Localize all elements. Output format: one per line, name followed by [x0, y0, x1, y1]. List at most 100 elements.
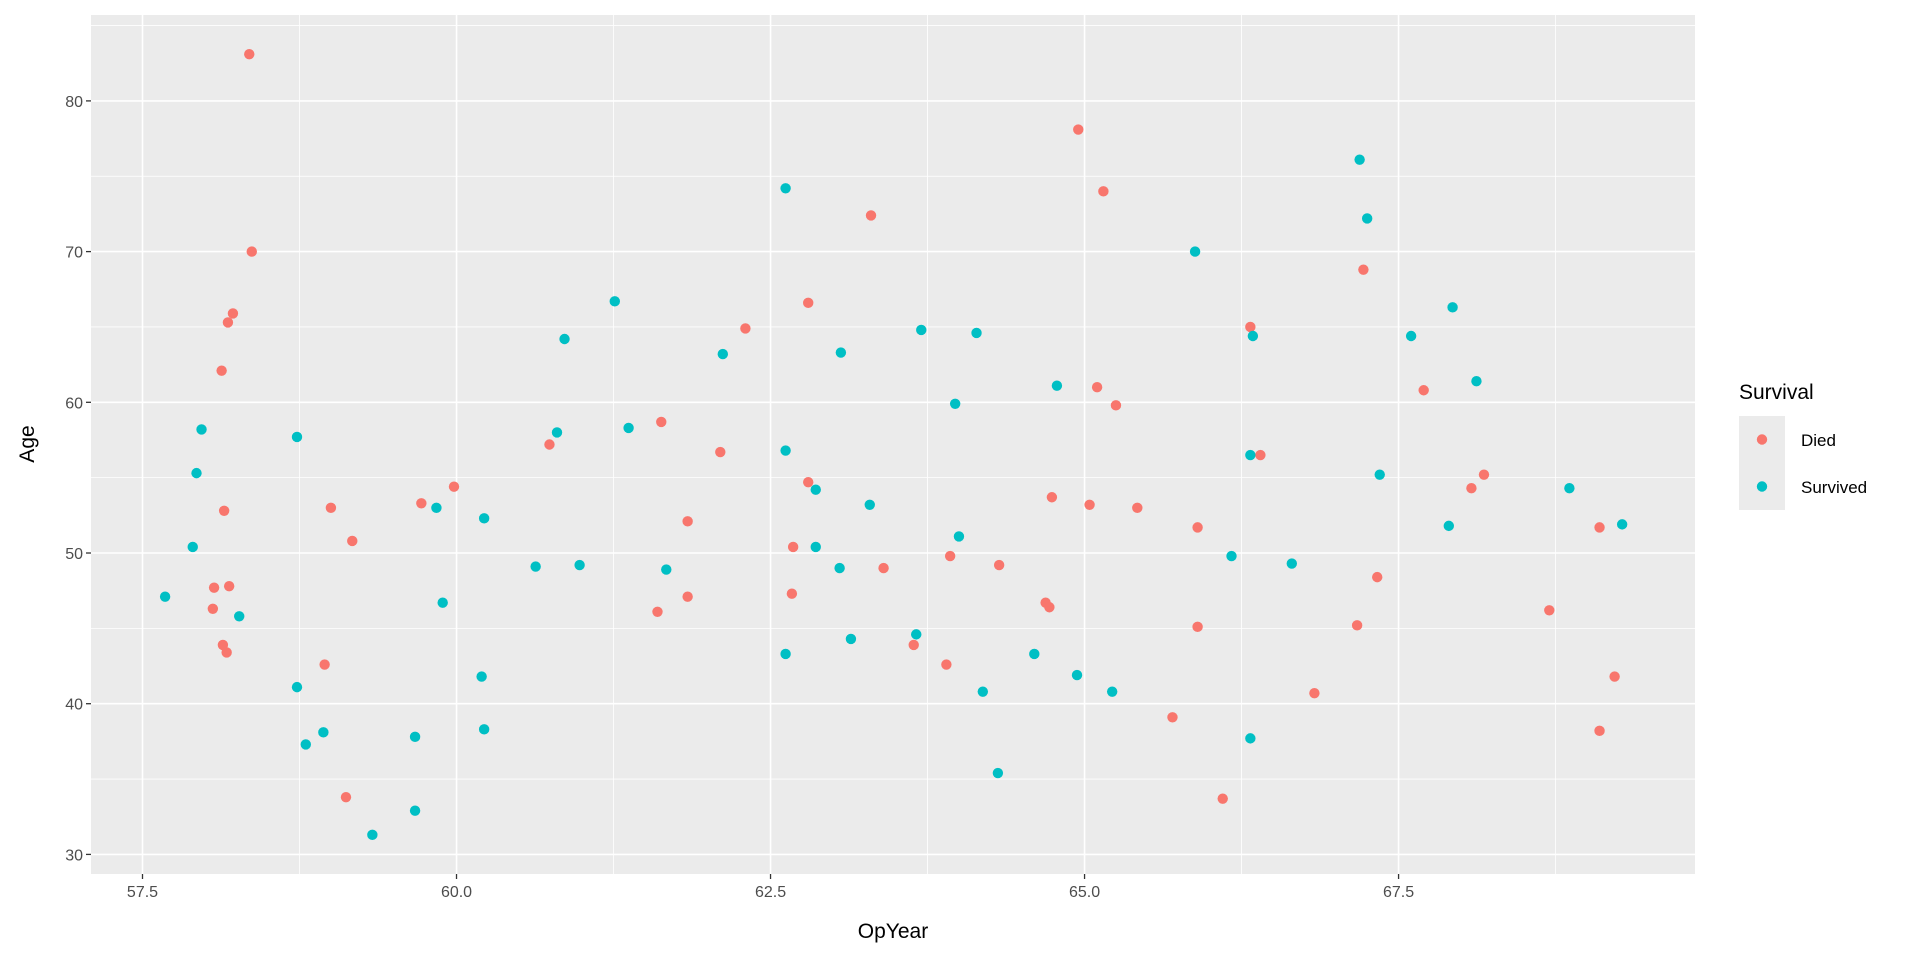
point-died [941, 659, 952, 670]
point-died [208, 582, 220, 593]
point-survived [551, 427, 563, 438]
point-survived [431, 502, 442, 513]
point-died [1217, 793, 1228, 804]
point-survived [574, 559, 585, 571]
point-survived [291, 681, 303, 693]
point-survived [1361, 213, 1373, 224]
point-died [1192, 621, 1203, 633]
point-died [1084, 499, 1095, 510]
y-tick-label: 80 [65, 94, 83, 111]
point-died [682, 591, 693, 602]
point-died [246, 246, 257, 257]
legend-title: Survival [1739, 381, 1814, 404]
point-survived [810, 484, 821, 495]
point-survived [478, 724, 490, 735]
point-died [1110, 400, 1122, 411]
x-tick-label: 57.5 [127, 884, 158, 901]
x-tick-label: 65.0 [1069, 884, 1100, 901]
point-died [878, 562, 889, 574]
point-died [865, 210, 877, 221]
point-died [1255, 449, 1266, 461]
point-survived [992, 767, 1004, 779]
point-died [715, 446, 726, 458]
point-survived [1616, 519, 1628, 530]
point-survived [911, 629, 922, 640]
point-survived [559, 333, 570, 345]
point-died [1478, 469, 1490, 480]
point-died [1418, 385, 1429, 396]
x-axis: 57.5 60.0 62.5 65.0 67.5 [127, 874, 1414, 901]
point-died [993, 559, 1005, 571]
data-points [159, 48, 1628, 841]
point-died [786, 588, 798, 599]
point-died [222, 317, 234, 328]
point-survived [1443, 520, 1455, 532]
point-died [1192, 522, 1203, 533]
point-survived [1247, 330, 1259, 342]
point-survived [810, 541, 821, 553]
point-died [340, 791, 352, 803]
point-died [244, 48, 255, 60]
point-died [1046, 492, 1058, 503]
point-survived [1051, 380, 1063, 391]
point-survived [834, 562, 845, 574]
point-died [1358, 264, 1369, 275]
point-died [682, 516, 693, 527]
point-survived [1189, 246, 1201, 257]
point-died [1351, 620, 1363, 631]
point-survived [478, 513, 490, 524]
point-survived [187, 541, 198, 553]
point-died [787, 541, 799, 553]
point-survived [1245, 449, 1256, 461]
point-survived [1106, 686, 1118, 697]
point-died [207, 603, 219, 614]
point-survived [159, 591, 171, 602]
point-survived [1071, 669, 1083, 681]
point-survived [1374, 469, 1385, 480]
point-survived [609, 296, 620, 307]
point-died [544, 439, 555, 450]
y-tick-label: 40 [65, 697, 83, 714]
point-died [803, 476, 814, 488]
point-died [1544, 605, 1555, 616]
point-died [1309, 687, 1320, 699]
point-died [1372, 571, 1383, 583]
point-survived [1447, 302, 1458, 313]
point-died [652, 606, 663, 617]
point-survived [437, 597, 448, 608]
point-survived [191, 467, 202, 479]
point-survived [1029, 648, 1040, 660]
point-survived [916, 324, 927, 336]
point-survived [234, 611, 245, 622]
y-tick-label: 30 [65, 847, 83, 864]
legend-label: Survived [1801, 478, 1867, 497]
point-died [944, 550, 956, 562]
legend-key-point-died [1756, 434, 1768, 445]
point-survived [1226, 550, 1237, 562]
point-died [319, 659, 330, 670]
point-survived [864, 499, 875, 510]
point-died [1098, 186, 1109, 197]
legend: Survival Died Survived [1739, 381, 1867, 510]
point-died [216, 365, 227, 376]
point-survived [409, 805, 421, 816]
point-survived [623, 422, 634, 434]
point-died [1044, 602, 1055, 613]
y-axis: 30 40 50 60 70 80 [65, 94, 91, 864]
point-survived [971, 327, 982, 339]
point-survived [1471, 376, 1482, 387]
point-died [1132, 502, 1143, 513]
gridlines [91, 15, 1695, 874]
point-died [1594, 522, 1605, 533]
point-survived [476, 671, 487, 682]
point-died [221, 647, 232, 658]
y-tick-label: 60 [65, 395, 83, 412]
point-survived [1564, 483, 1575, 494]
point-survived [717, 348, 729, 360]
point-died [448, 481, 460, 492]
point-died [1594, 725, 1605, 737]
point-survived [300, 739, 311, 750]
point-died [1167, 712, 1178, 723]
plot-panel [91, 15, 1695, 874]
x-tick-label: 67.5 [1383, 884, 1414, 901]
